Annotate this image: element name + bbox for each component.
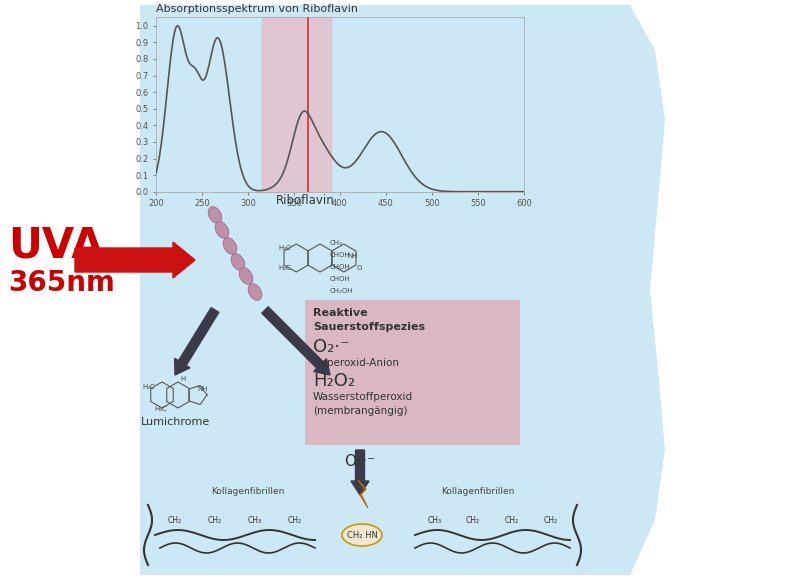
Text: H₃C: H₃C [154,406,167,412]
FancyArrow shape [75,242,195,278]
Ellipse shape [342,524,382,546]
Text: NH: NH [347,253,358,259]
Text: CH₂: CH₂ [168,516,182,525]
Text: CH₂OH: CH₂OH [330,288,354,294]
Text: CH₃: CH₃ [427,516,442,525]
Text: CHOH: CHOH [330,264,350,270]
Text: O₂·⁻: O₂·⁻ [313,338,350,356]
Ellipse shape [239,268,253,284]
Ellipse shape [248,284,262,300]
Text: H₃C: H₃C [278,245,291,251]
Text: 365nm: 365nm [8,269,115,297]
PathPatch shape [140,5,665,575]
Text: Riboflavin: Riboflavin [276,193,334,206]
Text: Wasserstoffperoxid: Wasserstoffperoxid [313,392,413,402]
Text: CHOH: CHOH [330,252,350,258]
Bar [262,17,331,192]
Text: Lumichrome: Lumichrome [140,417,210,427]
Text: CH₂: CH₂ [288,516,302,525]
Text: Absorptionsspektrum von Riboflavin: Absorptionsspektrum von Riboflavin [156,4,358,14]
FancyArrow shape [174,308,219,375]
Text: CH₂: CH₂ [208,516,222,525]
Text: O: O [357,265,362,271]
Ellipse shape [208,207,222,223]
FancyArrow shape [351,450,369,495]
Text: Kollagenfibrillen: Kollagenfibrillen [442,487,514,497]
Text: O₂·⁻: O₂·⁻ [345,454,375,469]
Text: CHOH: CHOH [330,276,350,282]
Text: CH₂: CH₂ [466,516,480,525]
Text: UVA: UVA [8,224,103,266]
Ellipse shape [231,254,245,270]
Text: CH₂: CH₂ [505,516,519,525]
Ellipse shape [215,221,229,238]
Polygon shape [358,480,368,508]
FancyBboxPatch shape [305,300,520,445]
Text: CH₂ HN: CH₂ HN [346,530,378,540]
Text: Kollagenfibrillen: Kollagenfibrillen [211,487,285,497]
Text: H: H [180,376,186,382]
Text: Hyperoxid-Anion: Hyperoxid-Anion [313,358,399,368]
Text: NH: NH [198,386,208,392]
FancyArrow shape [262,307,330,375]
Text: H₂O₂: H₂O₂ [313,372,355,390]
Text: CH₃: CH₃ [330,240,342,246]
Text: H₃C: H₃C [142,384,155,390]
Text: (membrangängig): (membrangängig) [313,406,407,416]
Ellipse shape [223,238,237,254]
Text: H₃C: H₃C [278,265,291,271]
Text: Reaktive: Reaktive [313,308,368,318]
Text: Sauerstoffspezies: Sauerstoffspezies [313,322,425,332]
Text: CH₂: CH₂ [543,516,558,525]
Text: CH₃: CH₃ [248,516,262,525]
